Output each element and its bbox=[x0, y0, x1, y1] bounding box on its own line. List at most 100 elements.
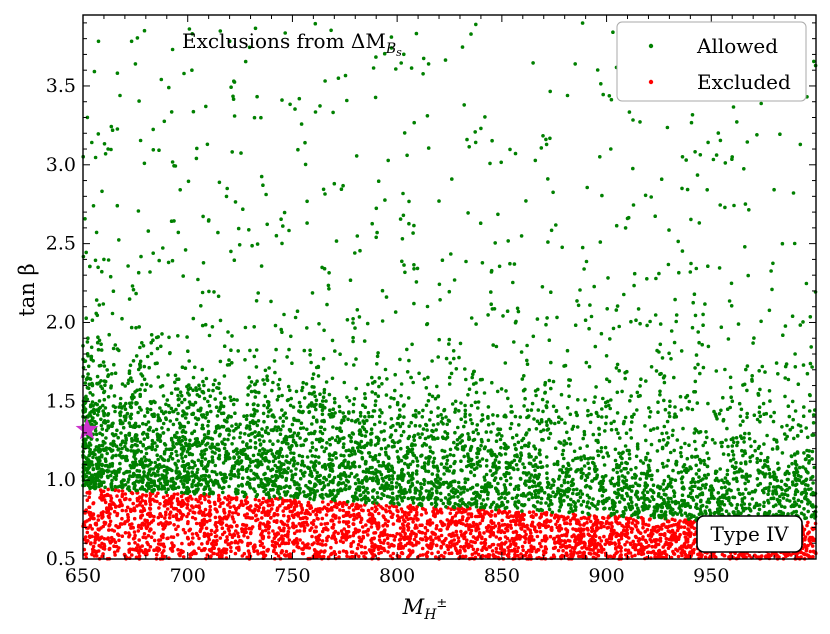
allowed-point bbox=[353, 491, 358, 495]
excluded-point bbox=[139, 515, 143, 520]
excluded-point bbox=[561, 548, 565, 553]
excluded-point bbox=[366, 528, 370, 533]
excluded-point bbox=[132, 516, 137, 521]
allowed-point bbox=[317, 461, 321, 465]
allowed-point bbox=[330, 376, 335, 381]
allowed-point bbox=[793, 409, 798, 413]
excluded-point bbox=[107, 528, 111, 532]
excluded-point bbox=[115, 494, 119, 498]
allowed-point bbox=[88, 411, 92, 415]
excluded-point bbox=[572, 546, 577, 551]
excluded-point bbox=[283, 554, 288, 558]
excluded-point bbox=[539, 512, 544, 516]
excluded-point bbox=[266, 527, 271, 531]
excluded-point bbox=[139, 509, 143, 513]
excluded-point bbox=[149, 527, 153, 532]
excluded-point bbox=[423, 508, 428, 512]
allowed-point bbox=[280, 393, 284, 398]
allowed-point bbox=[280, 454, 285, 459]
excluded-point bbox=[536, 547, 540, 552]
excluded-point bbox=[589, 548, 593, 552]
excluded-point bbox=[643, 529, 647, 534]
allowed-point bbox=[659, 509, 664, 514]
excluded-point bbox=[186, 520, 190, 524]
allowed-point bbox=[796, 382, 801, 387]
excluded-point bbox=[123, 492, 128, 496]
excluded-point bbox=[233, 506, 238, 511]
allowed-point bbox=[225, 416, 230, 420]
allowed-point bbox=[232, 455, 236, 460]
excluded-point bbox=[285, 523, 290, 527]
excluded-point bbox=[400, 522, 405, 526]
excluded-point bbox=[588, 541, 592, 545]
excluded-point bbox=[256, 508, 261, 513]
excluded-point bbox=[206, 499, 211, 504]
excluded-point bbox=[113, 540, 118, 544]
excluded-point bbox=[673, 518, 677, 522]
excluded-point bbox=[497, 524, 502, 529]
excluded-point bbox=[470, 552, 475, 557]
excluded-point bbox=[425, 554, 429, 559]
excluded-point bbox=[572, 550, 576, 554]
allowed-point bbox=[331, 425, 335, 429]
excluded-point bbox=[191, 542, 195, 546]
allowed-point bbox=[143, 414, 147, 418]
excluded-point bbox=[300, 551, 305, 556]
excluded-point bbox=[229, 549, 233, 553]
allowed-point bbox=[274, 347, 278, 352]
allowed-point bbox=[375, 354, 380, 359]
allowed-point bbox=[558, 468, 562, 472]
allowed-point bbox=[747, 502, 752, 507]
excluded-point bbox=[557, 516, 561, 521]
excluded-point bbox=[244, 501, 248, 506]
allowed-point bbox=[377, 376, 382, 380]
excluded-point bbox=[436, 535, 441, 539]
excluded-point bbox=[186, 536, 190, 541]
excluded-point bbox=[699, 555, 704, 559]
excluded-point bbox=[130, 553, 134, 557]
excluded-point bbox=[167, 516, 172, 520]
excluded-point bbox=[457, 510, 461, 514]
excluded-point bbox=[392, 538, 397, 542]
allowed-point bbox=[418, 424, 422, 428]
allowed-point bbox=[179, 393, 184, 398]
excluded-point bbox=[108, 494, 113, 498]
excluded-point bbox=[402, 527, 406, 532]
excluded-point bbox=[586, 528, 590, 532]
excluded-point bbox=[351, 502, 355, 507]
excluded-point bbox=[347, 524, 351, 529]
excluded-point bbox=[539, 544, 543, 549]
excluded-point bbox=[551, 553, 556, 557]
allowed-point bbox=[634, 466, 638, 470]
excluded-point bbox=[357, 511, 361, 516]
excluded-point bbox=[91, 501, 95, 506]
excluded-point bbox=[300, 508, 305, 512]
allowed-point bbox=[701, 483, 705, 488]
allowed-point bbox=[370, 390, 375, 394]
excluded-point bbox=[292, 542, 296, 546]
excluded-point bbox=[323, 543, 328, 547]
excluded-point bbox=[192, 511, 197, 515]
excluded-point bbox=[500, 529, 504, 533]
allowed-point bbox=[440, 416, 445, 421]
allowed-point bbox=[704, 505, 709, 509]
excluded-point bbox=[448, 522, 453, 526]
excluded-point bbox=[274, 551, 279, 556]
excluded-point bbox=[320, 529, 325, 534]
excluded-point bbox=[324, 513, 329, 517]
allowed-point bbox=[715, 417, 719, 421]
allowed-point bbox=[182, 397, 187, 402]
excluded-point bbox=[505, 523, 510, 527]
excluded-point bbox=[223, 539, 228, 543]
excluded-point bbox=[314, 512, 318, 517]
excluded-point bbox=[601, 515, 605, 520]
allowed-point bbox=[384, 295, 389, 299]
allowed-point bbox=[547, 338, 552, 343]
excluded-point bbox=[261, 553, 266, 557]
excluded-point bbox=[281, 509, 286, 513]
allowed-point bbox=[249, 468, 253, 473]
allowed-point bbox=[799, 499, 804, 504]
allowed-point bbox=[222, 446, 227, 451]
allowed-point bbox=[567, 436, 571, 441]
excluded-point bbox=[163, 516, 167, 520]
